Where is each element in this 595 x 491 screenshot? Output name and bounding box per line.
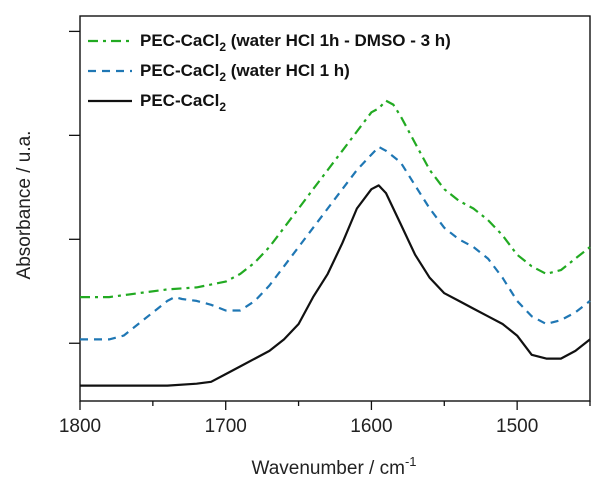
x-tick-label: 1800: [59, 416, 101, 437]
legend: PEC-CaCl2 (water HCl 1h - DMSO - 3 h)PEC…: [88, 31, 451, 114]
legend-name: PEC-CaCl: [140, 61, 219, 80]
x-tick-label: 1700: [205, 416, 247, 437]
x-tick-label: 1500: [496, 416, 538, 437]
y-axis-title: Absorbance / u.a.: [14, 131, 35, 280]
legend-label-3: PEC-CaCl2: [140, 91, 226, 114]
legend-label-1: PEC-CaCl2 (water HCl 1h - DMSO - 3 h): [140, 31, 451, 54]
legend-name: PEC-CaCl: [140, 91, 219, 110]
x-ticks: [79, 401, 591, 410]
x-axis-title-superscript: -1: [405, 454, 417, 469]
legend-subscript: 2: [219, 40, 226, 54]
x-tick-label: 1600: [350, 416, 392, 437]
series-line-2: [80, 145, 591, 341]
legend-subscript: 2: [219, 70, 226, 84]
y-ticks: [69, 30, 80, 344]
plot-frame: [79, 15, 591, 402]
x-tick-labels: 1800 1700 1600 1500: [59, 416, 538, 437]
series-line-3: [80, 184, 591, 387]
legend-label-2: PEC-CaCl2 (water HCl 1 h): [140, 61, 350, 84]
legend-suffix: (water HCl 1h - DMSO - 3 h): [226, 31, 451, 50]
series-lines: [80, 99, 591, 387]
legend-subscript: 2: [219, 100, 226, 114]
legend-suffix: (water HCl 1 h): [226, 61, 350, 80]
legend-name: PEC-CaCl: [140, 31, 219, 50]
x-axis-title: Wavenumber / cm-1: [251, 454, 416, 479]
